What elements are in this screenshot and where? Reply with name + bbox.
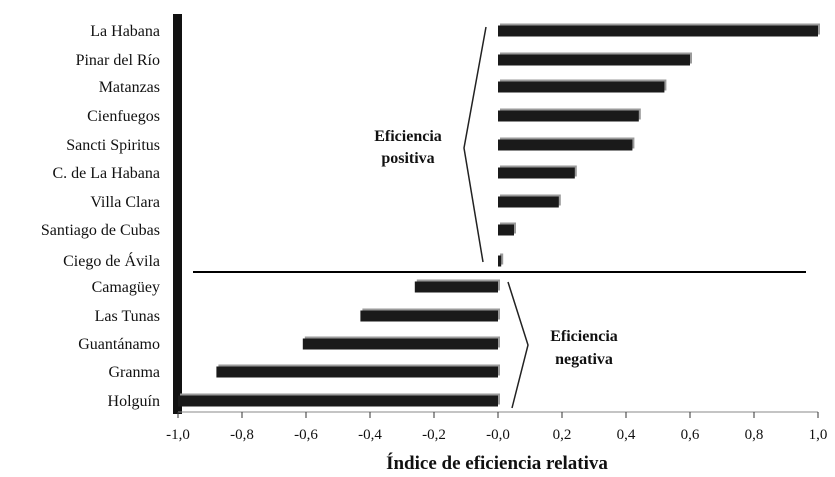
x-tick-label: -0,4 [358,427,382,443]
category-label: Camagüey [92,279,160,296]
category-labels-group: La Habana Pinar del Río Matanzas Cienfuegos… [41,23,160,410]
annotation-positive-line2: positiva [381,150,434,167]
bar [498,224,514,236]
category-label: Las Tunas [95,308,160,325]
x-tick-label: -0,6 [294,427,318,443]
category-label: Granma [108,364,160,381]
bar [498,167,575,179]
x-tick-label: 0,4 [617,427,636,443]
x-tick-label: -0,2 [422,427,446,443]
category-label: C. de La Habana [52,165,160,182]
bar [498,255,502,267]
category-label: Matanzas [99,79,160,96]
x-tick-label: 0,8 [745,427,764,443]
category-label: Pinar del Río [76,52,160,69]
y-axis-bar [173,14,182,414]
bar [178,395,498,407]
bar [498,110,639,122]
bar [498,139,633,151]
bar [414,281,498,293]
negative-bracket [507,281,529,409]
bar [360,310,498,322]
category-label: Sancti Spiritus [66,137,160,154]
category-label: Guantánamo [78,336,160,353]
bar [498,54,690,66]
category-label: La Habana [90,23,160,40]
category-label: Santiago de Cubas [41,222,160,239]
bars-group [178,23,820,407]
bar [302,338,498,350]
x-tick-label: 0,2 [553,427,572,443]
bar [498,81,665,93]
category-label: Holguín [108,393,160,410]
bar [498,25,818,37]
bar [498,196,559,208]
bar-shadow [500,253,504,265]
annotation-positive-line1: Eficiencia [374,128,442,145]
annotation-negative-line1: Eficiencia [550,328,618,345]
category-label: Villa Clara [90,194,160,211]
category-label: Ciego de Ávila [63,251,160,270]
x-axis-title: Índice de eficiencia relativa [386,452,608,474]
x-tick-label: 0,6 [681,427,700,443]
bar [216,366,498,378]
annotation-negative-line2: negativa [555,351,613,368]
positive-bracket [463,26,487,263]
x-tick-label: 1,0 [809,427,828,443]
x-tick-label: -0,8 [230,427,254,443]
category-label: Cienfuegos [87,108,160,125]
x-tick-label: -1,0 [166,427,190,443]
x-tick-labels-group: -1,0 -0,8 -0,6 -0,4 -0,2 -0,0 0,2 0,4 0,6 0,8 1,0 [166,412,827,443]
x-tick-label: -0,0 [486,427,510,443]
